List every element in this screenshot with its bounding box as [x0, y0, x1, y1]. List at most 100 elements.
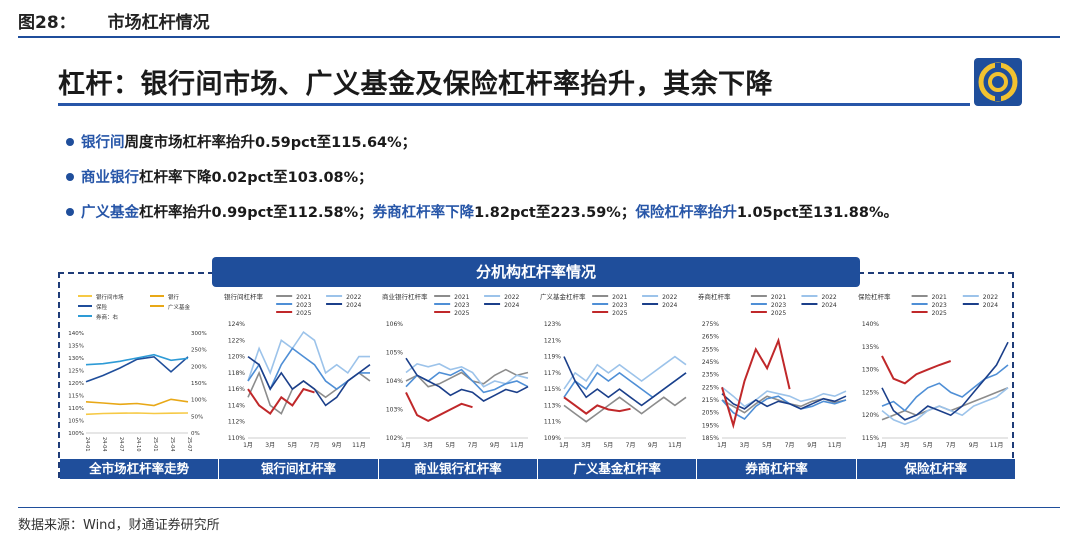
figure-number: 图28：	[18, 13, 76, 33]
y-tick-label: 121%	[544, 337, 561, 344]
x-tick-label: 3月	[740, 442, 750, 449]
y-tick-label: 115%	[862, 435, 879, 442]
bullet-text: 杠杆率下降0.02pct至103.08%；	[139, 170, 373, 186]
x-tick-label: 11月	[990, 442, 1004, 449]
legend-label: 2024	[504, 302, 519, 309]
series-line	[881, 364, 1009, 412]
bullet-item: 银行间 周度市场杠杆率抬升0.59pct至115.64%；	[66, 124, 898, 159]
series-line	[405, 391, 473, 423]
y-tick-label: 215%	[702, 397, 719, 404]
chart-tab: 全市场杠杆率走势	[60, 459, 220, 479]
y-tick-label: 140%	[68, 331, 84, 337]
legend-label: 2023	[771, 302, 786, 309]
y-right-tick-label: 300%	[191, 331, 207, 337]
x-tick-label: 24-07	[118, 437, 124, 452]
y-tick-label: 106%	[386, 321, 403, 328]
series-line	[721, 386, 847, 408]
y-tick-label: 135%	[68, 344, 84, 350]
x-tick-label: 1月	[559, 442, 569, 449]
headline-underline	[58, 103, 970, 106]
x-tick-label: 11月	[352, 442, 366, 449]
chart-svg: 银行间杠杆率 2021 2022 2023 2024 2025 110% 112% 114% 11…	[224, 292, 371, 449]
chart-inner-title: 银行间杠杆率	[224, 292, 264, 301]
chart-svg: 保险杠杆率 2021 2022 2023 2024 2025 115% 120% 125% 130…	[858, 292, 1009, 449]
series-line	[247, 355, 371, 407]
x-tick-label: 3月	[581, 442, 591, 449]
chart-tab: 保险杠杆率	[856, 459, 1016, 479]
series-line	[85, 412, 189, 416]
x-tick-label: 1月	[717, 442, 727, 449]
y-tick-label: 102%	[386, 435, 403, 442]
chart-svg: 广义基金杠杆率 2021 2022 2023 2024 2025 109% 111% 113% 1…	[540, 292, 687, 449]
y-tick-label: 120%	[228, 354, 245, 361]
y-right-tick-label: 200%	[191, 364, 207, 370]
legend-label: 2022	[504, 294, 519, 301]
legend-label: 2023	[454, 302, 469, 309]
chart-tab: 商业银行杠杆率	[378, 459, 538, 479]
y-tick-label: 110%	[228, 435, 245, 442]
x-tick-label: 7月	[310, 442, 320, 449]
y-tick-label: 140%	[862, 321, 879, 328]
legend-label: 2023	[612, 302, 627, 309]
chart-2: 商业银行杠杆率 2021 2022 2023 2024 2025 102% 103% 104% 1…	[378, 288, 534, 458]
panel-title: 分机构杠杆率情况	[212, 257, 860, 287]
y-right-tick-label: 100%	[191, 398, 207, 404]
y-tick-label: 123%	[544, 321, 561, 328]
y-tick-label: 130%	[68, 356, 84, 362]
bullet-item: 商业银行 杠杆率下降0.02pct至103.08%；	[66, 159, 898, 194]
chart-4: 券商杠杆率 2021 2022 2023 2024 2025 185% 195% 205% 215…	[694, 288, 852, 458]
figure-title: 市场杠杆情况	[107, 13, 210, 33]
y-tick-label: 120%	[862, 412, 879, 419]
y-tick-label: 115%	[544, 386, 561, 393]
chart-inner-title: 广义基金杠杆率	[540, 292, 586, 301]
y-tick-label: 265%	[702, 334, 719, 341]
legend-label: 2025	[771, 310, 786, 317]
bottom-rule	[18, 507, 1060, 508]
source-note: 数据来源：Wind，财通证券研究所	[18, 518, 220, 533]
x-tick-label: 5月	[603, 442, 613, 449]
legend-label: 银行	[168, 293, 180, 301]
chart-tab: 银行间杠杆率	[219, 459, 379, 479]
legend-label: 2021	[454, 294, 469, 301]
series-line	[85, 398, 189, 407]
legend-label: 2022	[821, 294, 836, 301]
legend-label: 银行间市场	[96, 293, 124, 301]
series-line	[405, 368, 529, 388]
y-tick-label: 275%	[702, 321, 719, 328]
y-tick-label: 130%	[862, 367, 879, 374]
x-tick-label: 5月	[287, 442, 297, 449]
bullet-highlight: 商业银行	[81, 170, 139, 186]
legend-label: 2022	[983, 294, 998, 301]
x-tick-label: 24-10	[135, 437, 141, 452]
x-tick-label: 7月	[468, 442, 478, 449]
y-tick-label: 111%	[544, 419, 561, 426]
chart-inner-title: 商业银行杠杆率	[382, 292, 428, 301]
y-tick-label: 115%	[68, 394, 84, 400]
y-tick-label: 105%	[68, 419, 84, 425]
series-line	[881, 387, 1009, 426]
bullet-dot-icon	[66, 207, 74, 216]
legend-label: 2021	[771, 294, 786, 301]
legend-label: 券商：右	[96, 313, 119, 321]
chart-5: 保险杠杆率 2021 2022 2023 2024 2025 115% 120% 125% 130…	[854, 288, 1014, 458]
legend-label: 2025	[454, 310, 469, 317]
series-line	[721, 395, 847, 421]
x-tick-label: 1月	[877, 442, 887, 449]
top-rule	[18, 36, 1060, 38]
x-tick-label: 24-01	[84, 437, 90, 452]
series-line	[563, 396, 687, 423]
y-right-tick-label: 0%	[191, 431, 200, 437]
legend-label: 2021	[932, 294, 947, 301]
y-tick-label: 118%	[228, 370, 245, 377]
series-line	[563, 356, 687, 407]
series-line	[85, 353, 189, 366]
y-tick-label: 185%	[702, 435, 719, 442]
y-tick-label: 205%	[702, 410, 719, 417]
series-line	[721, 393, 847, 410]
series-line	[881, 387, 1009, 421]
legend-label: 2024	[346, 302, 361, 309]
legend-label: 2021	[612, 294, 627, 301]
x-tick-label: 1月	[401, 442, 411, 449]
y-tick-label: 245%	[702, 359, 719, 366]
